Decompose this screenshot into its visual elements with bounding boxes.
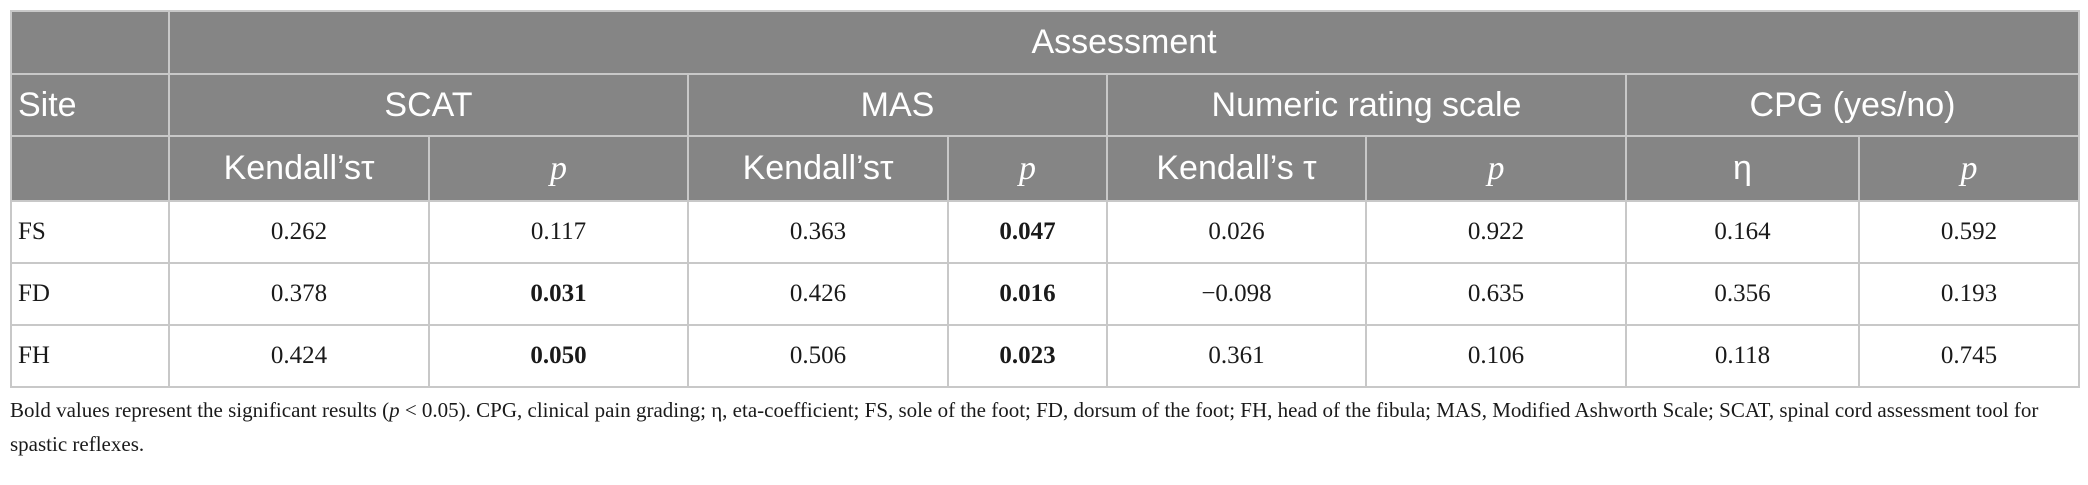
- header-empty-cell: [10, 135, 170, 202]
- table-cell: 0.361: [1106, 324, 1367, 388]
- subheader-cpg-p: p: [1857, 135, 2081, 202]
- table-cell: 0.193: [1857, 262, 2081, 326]
- table-cell: 0.106: [1365, 324, 1627, 388]
- table-cell: 0.635: [1365, 262, 1627, 326]
- footnote-p-symbol: p: [389, 398, 400, 422]
- table-cell: 0.745: [1857, 324, 2081, 388]
- group-header-nrs: Numeric rating scale: [1106, 73, 1627, 137]
- table-cell: 0.031: [428, 262, 689, 326]
- table-cell: 0.117: [428, 200, 689, 264]
- table-cell: 0.023: [947, 324, 1108, 388]
- table-cell: 0.118: [1625, 324, 1860, 388]
- site-cell: FS: [10, 200, 170, 264]
- table-cell: 0.424: [168, 324, 430, 388]
- results-table-container: Assessment Site SCAT MAS Numeric rating …: [10, 10, 2081, 388]
- table-cell: 0.050: [428, 324, 689, 388]
- subheader-scat-tau: Kendall’sτ: [168, 135, 430, 202]
- table-cell: 0.426: [687, 262, 949, 326]
- subheader-nrs-tau: Kendall’s τ: [1106, 135, 1367, 202]
- subheader-mas-p: p: [947, 135, 1108, 202]
- subheader-cpg-eta: η: [1625, 135, 1860, 202]
- table-row: FH 0.424 0.050 0.506 0.023 0.361 0.106 0…: [10, 324, 2081, 388]
- header-row-assessment: Assessment: [10, 10, 2081, 75]
- subheader-scat-p: p: [428, 135, 689, 202]
- table-cell: −0.098: [1106, 262, 1367, 326]
- table-cell: 0.047: [947, 200, 1108, 264]
- table-row: FD 0.378 0.031 0.426 0.016 −0.098 0.635 …: [10, 262, 2081, 326]
- assessment-header: Assessment: [167, 10, 2081, 75]
- table-cell: 0.026: [1106, 200, 1367, 264]
- footnote-text-part1: Bold values represent the significant re…: [10, 398, 390, 422]
- table-row: FS 0.262 0.117 0.363 0.047 0.026 0.922 0…: [10, 200, 2081, 264]
- correlation-table: Assessment Site SCAT MAS Numeric rating …: [10, 10, 2081, 388]
- group-header-mas: MAS: [687, 73, 1108, 137]
- table-cell: 0.378: [168, 262, 430, 326]
- table-cell: 0.262: [168, 200, 430, 264]
- table-cell: 0.164: [1625, 200, 1860, 264]
- site-cell: FH: [10, 324, 170, 388]
- subheader-mas-tau: Kendall’sτ: [687, 135, 949, 202]
- subheader-nrs-p: p: [1365, 135, 1627, 202]
- header-empty-cell: [10, 10, 170, 75]
- header-row-subheaders: Kendall’sτ p Kendall’sτ p Kendall’s τ p …: [10, 135, 2081, 202]
- site-header: Site: [10, 73, 170, 137]
- footnote-text-part2: < 0.05). CPG, clinical pain grading; η, …: [10, 398, 2039, 456]
- table-cell: 0.922: [1365, 200, 1627, 264]
- group-header-scat: SCAT: [168, 73, 689, 137]
- header-row-groups: Site SCAT MAS Numeric rating scale CPG (…: [10, 73, 2081, 137]
- table-cell: 0.592: [1857, 200, 2081, 264]
- table-cell: 0.356: [1625, 262, 1860, 326]
- table-cell: 0.506: [687, 324, 949, 388]
- table-cell: 0.016: [947, 262, 1108, 326]
- table-footnote: Bold values represent the significant re…: [10, 393, 2078, 461]
- table-cell: 0.363: [687, 200, 949, 264]
- group-header-cpg: CPG (yes/no): [1624, 73, 2081, 137]
- site-cell: FD: [10, 262, 170, 326]
